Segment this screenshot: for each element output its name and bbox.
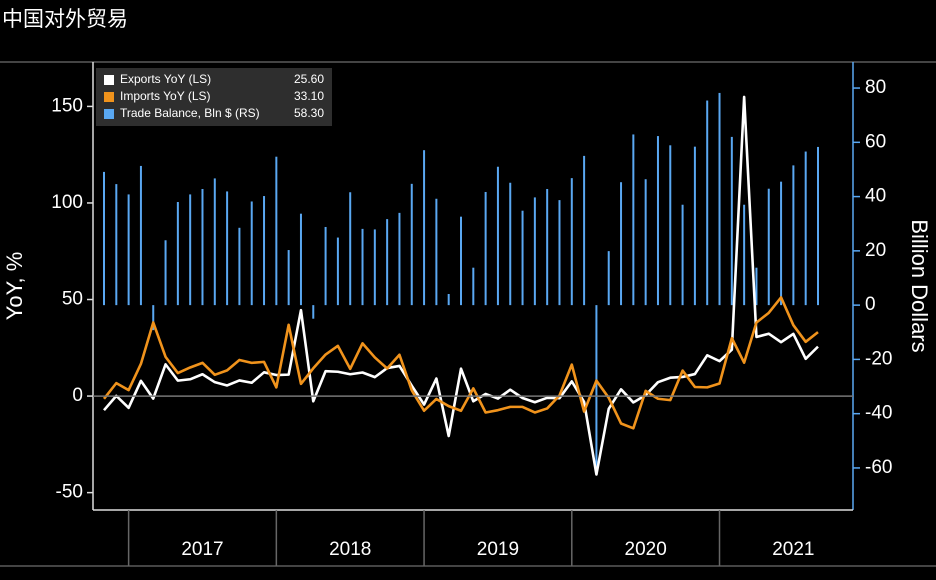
bar (460, 216, 462, 306)
bar (620, 182, 623, 306)
bar (583, 155, 586, 306)
bar (607, 251, 610, 306)
bar (176, 202, 179, 306)
bar (287, 250, 290, 306)
bar (546, 188, 549, 306)
x-tick-label: 2021 (772, 539, 814, 560)
y2-tick-label: 40 (865, 186, 886, 207)
bar (263, 196, 266, 306)
legend-value: 58.30 (294, 106, 324, 120)
bar (521, 210, 524, 306)
bar (509, 182, 512, 306)
y-tick-label: 50 (62, 289, 83, 310)
bar (496, 166, 499, 306)
legend-label: Imports YoY (LS) (120, 89, 211, 103)
bar (152, 305, 155, 331)
bar (484, 191, 487, 306)
line (102, 296, 819, 430)
bar (226, 191, 229, 306)
bar (410, 183, 413, 306)
legend-swatch (104, 92, 114, 102)
bar (656, 136, 659, 306)
y2-tick-label: 80 (865, 77, 886, 98)
bar (299, 213, 302, 306)
bar (804, 151, 807, 306)
y2-tick-label: -40 (865, 403, 892, 424)
y2-tick-label: -20 (865, 348, 892, 369)
bar (792, 165, 795, 306)
y2-tick-label: 20 (865, 240, 886, 261)
bar (373, 229, 376, 306)
bar (632, 134, 635, 306)
bar (767, 188, 770, 306)
bar (472, 267, 475, 306)
bar (447, 294, 450, 306)
chart-title: 中国对外贸易 (2, 7, 128, 31)
bar (189, 194, 192, 306)
bar (706, 100, 709, 306)
legend-value: 25.60 (294, 72, 324, 86)
y-tick-label: -50 (56, 482, 83, 503)
line-layer (102, 95, 819, 476)
bar (164, 240, 167, 306)
bar (398, 212, 401, 306)
bar (755, 267, 758, 306)
legend-value: 33.10 (294, 89, 324, 103)
bar (349, 192, 352, 306)
x-tick-label: 2018 (329, 539, 371, 560)
bar (213, 178, 216, 306)
y2-axis-title: Billion Dollars (907, 219, 932, 352)
legend-label: Trade Balance, Bln $ (RS) (120, 106, 260, 120)
bar (780, 181, 783, 306)
bar (336, 237, 339, 306)
bar (595, 305, 598, 471)
line (103, 95, 819, 476)
bar (743, 204, 746, 306)
y-tick-label: 0 (72, 385, 83, 406)
bar (681, 204, 684, 306)
bar (386, 219, 389, 306)
bar (435, 198, 438, 306)
bar (324, 226, 327, 306)
legend-swatch (104, 109, 114, 119)
bar (139, 165, 142, 306)
bar (669, 145, 672, 306)
bar (127, 194, 130, 306)
bar (533, 197, 536, 306)
y2-tick-label: -60 (865, 457, 892, 478)
legend-box (96, 68, 332, 126)
y2-tick-label: 60 (865, 131, 886, 152)
bar (558, 200, 561, 306)
bar (423, 150, 426, 306)
legend-swatch (104, 75, 114, 85)
y-axis-title: YoY, % (2, 252, 27, 321)
legend: Exports YoY (LS) 25.60 Imports YoY (LS) 33.… (96, 68, 332, 126)
bar (718, 92, 721, 306)
bar (103, 171, 105, 306)
bar (115, 184, 118, 306)
bar (201, 188, 204, 306)
bar (693, 146, 696, 306)
legend-label: Exports YoY (LS) (120, 72, 211, 86)
bar (361, 228, 364, 306)
y-tick-label: 100 (51, 192, 83, 213)
bar (570, 178, 573, 306)
bar (238, 227, 241, 306)
bar (817, 146, 819, 306)
bar (730, 136, 733, 306)
bar (275, 156, 278, 306)
y-tick-label: 150 (51, 95, 83, 116)
y2-tick-label: 0 (865, 294, 876, 315)
bar-layer (103, 92, 819, 471)
x-tick-label: 2019 (477, 539, 519, 560)
x-tick-label: 2020 (625, 539, 667, 560)
x-tick-label: 2017 (181, 539, 223, 560)
bar (250, 201, 253, 306)
bar (312, 305, 315, 319)
bar (644, 179, 647, 306)
